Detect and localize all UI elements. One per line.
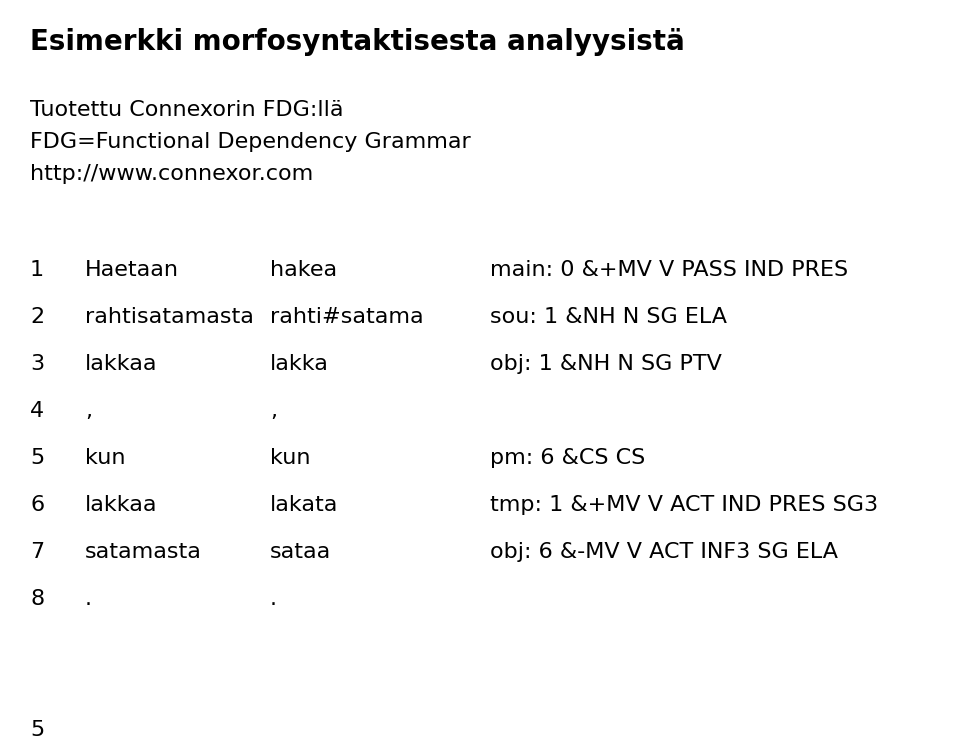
Text: Tuotettu Connexorin FDG:llä: Tuotettu Connexorin FDG:llä xyxy=(30,100,344,120)
Text: pm: 6 &CS CS: pm: 6 &CS CS xyxy=(490,448,645,468)
Text: obj: 6 &-MV V ACT INF3 SG ELA: obj: 6 &-MV V ACT INF3 SG ELA xyxy=(490,542,838,562)
Text: Haetaan: Haetaan xyxy=(85,260,179,280)
Text: rahtisatamasta: rahtisatamasta xyxy=(85,307,253,327)
Text: 1: 1 xyxy=(30,260,44,280)
Text: 2: 2 xyxy=(30,307,44,327)
Text: hakea: hakea xyxy=(270,260,337,280)
Text: 3: 3 xyxy=(30,354,44,374)
Text: sataa: sataa xyxy=(270,542,331,562)
Text: 6: 6 xyxy=(30,495,44,515)
Text: tmp: 1 &+MV V ACT IND PRES SG3: tmp: 1 &+MV V ACT IND PRES SG3 xyxy=(490,495,878,515)
Text: Esimerkki morfosyntaktisesta analyysistä: Esimerkki morfosyntaktisesta analyysistä xyxy=(30,28,684,56)
Text: 4: 4 xyxy=(30,401,44,421)
Text: sou: 1 &NH N SG ELA: sou: 1 &NH N SG ELA xyxy=(490,307,727,327)
Text: rahti#satama: rahti#satama xyxy=(270,307,423,327)
Text: http://www.connexor.com: http://www.connexor.com xyxy=(30,164,313,184)
Text: lakkaa: lakkaa xyxy=(85,495,157,515)
Text: 5: 5 xyxy=(30,720,44,740)
Text: kun: kun xyxy=(85,448,126,468)
Text: lakata: lakata xyxy=(270,495,338,515)
Text: main: 0 &+MV V PASS IND PRES: main: 0 &+MV V PASS IND PRES xyxy=(490,260,848,280)
Text: 7: 7 xyxy=(30,542,44,562)
Text: FDG=Functional Dependency Grammar: FDG=Functional Dependency Grammar xyxy=(30,132,470,152)
Text: satamasta: satamasta xyxy=(85,542,202,562)
Text: .: . xyxy=(85,589,92,609)
Text: .: . xyxy=(270,589,277,609)
Text: 8: 8 xyxy=(30,589,44,609)
Text: 5: 5 xyxy=(30,448,44,468)
Text: lakka: lakka xyxy=(270,354,329,374)
Text: lakkaa: lakkaa xyxy=(85,354,157,374)
Text: obj: 1 &NH N SG PTV: obj: 1 &NH N SG PTV xyxy=(490,354,722,374)
Text: ,: , xyxy=(85,401,92,421)
Text: ,: , xyxy=(270,401,277,421)
Text: kun: kun xyxy=(270,448,310,468)
